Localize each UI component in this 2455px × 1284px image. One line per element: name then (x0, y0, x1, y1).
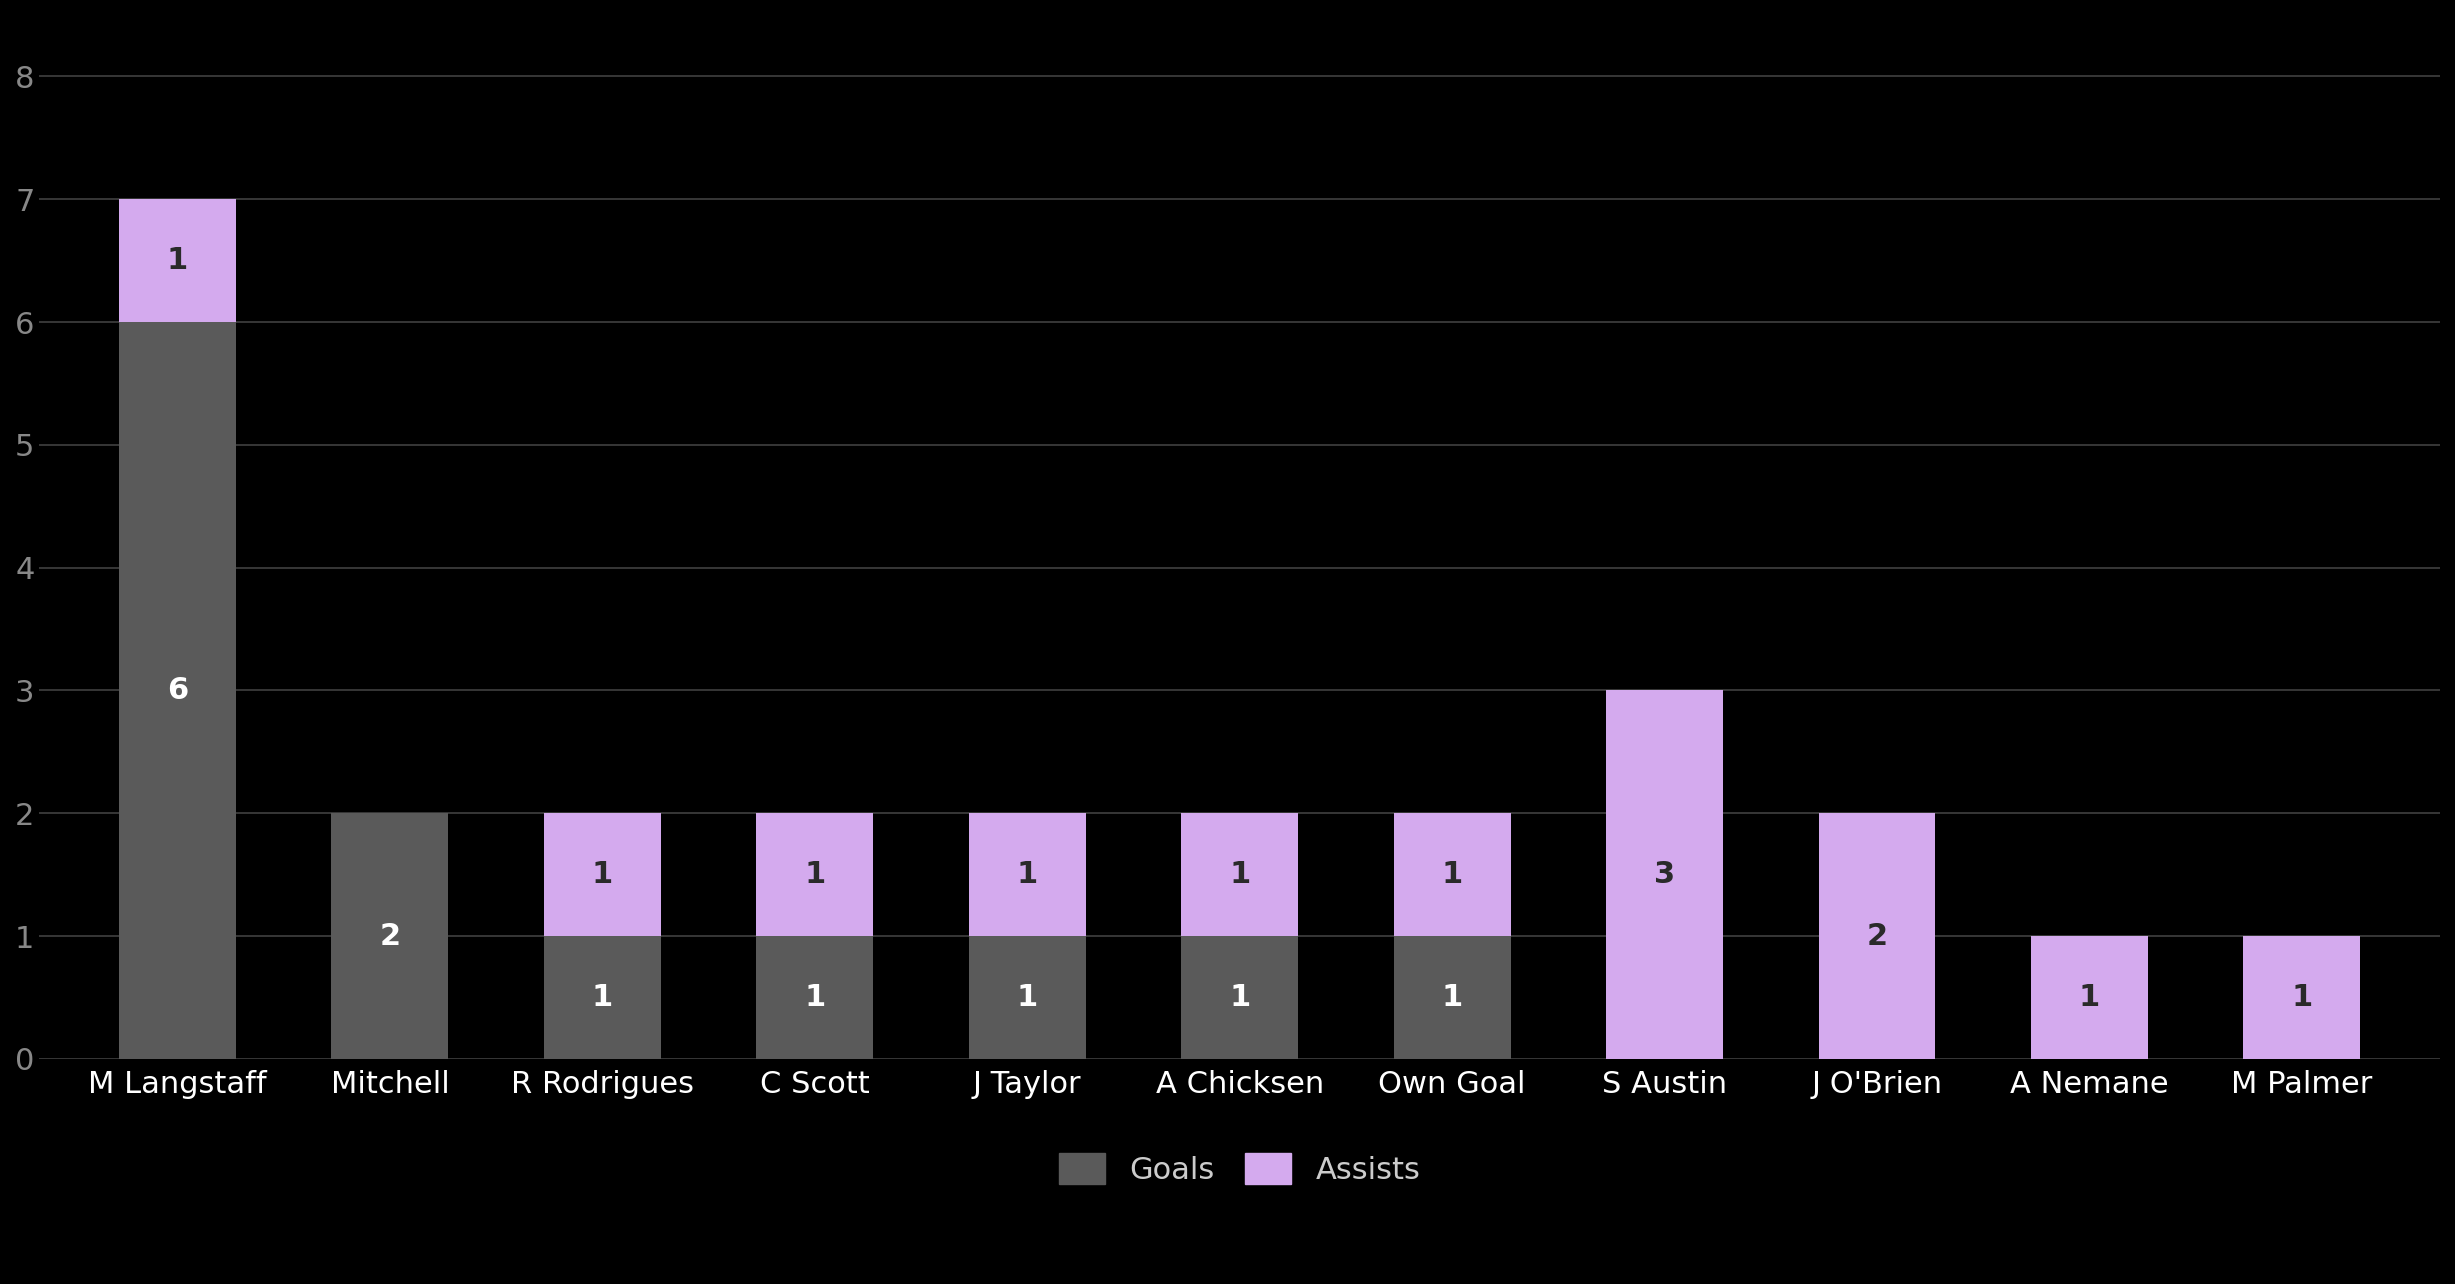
Text: 1: 1 (1441, 860, 1463, 890)
Text: 1: 1 (592, 984, 614, 1012)
Text: 2: 2 (1866, 922, 1888, 950)
Bar (118, 199, 236, 322)
Bar (1181, 936, 1299, 1059)
Text: 1: 1 (1016, 984, 1038, 1012)
Text: 1: 1 (1230, 984, 1250, 1012)
Bar (2244, 936, 2359, 1059)
Bar (2030, 936, 2148, 1059)
Text: 6: 6 (167, 675, 189, 705)
Text: 1: 1 (592, 860, 614, 890)
Text: 1: 1 (2079, 984, 2099, 1012)
Text: 1: 1 (805, 860, 825, 890)
Text: 1: 1 (167, 247, 189, 275)
Bar (545, 936, 660, 1059)
Bar (331, 813, 449, 1059)
Bar (1606, 691, 1723, 1059)
Bar (545, 813, 660, 936)
Text: 2: 2 (381, 922, 400, 950)
Bar (756, 813, 874, 936)
Text: 3: 3 (1655, 860, 1674, 890)
Text: 1: 1 (1441, 984, 1463, 1012)
Bar (1819, 813, 1935, 1059)
Bar (970, 936, 1085, 1059)
Text: 1: 1 (1230, 860, 1250, 890)
Bar (1394, 936, 1510, 1059)
Text: 1: 1 (805, 984, 825, 1012)
Text: 1: 1 (1016, 860, 1038, 890)
Text: 1: 1 (2291, 984, 2313, 1012)
Bar (1394, 813, 1510, 936)
Bar (118, 322, 236, 1059)
Bar (756, 936, 874, 1059)
Legend: Goals, Assists: Goals, Assists (1043, 1138, 1436, 1201)
Bar (1181, 813, 1299, 936)
Bar (970, 813, 1085, 936)
